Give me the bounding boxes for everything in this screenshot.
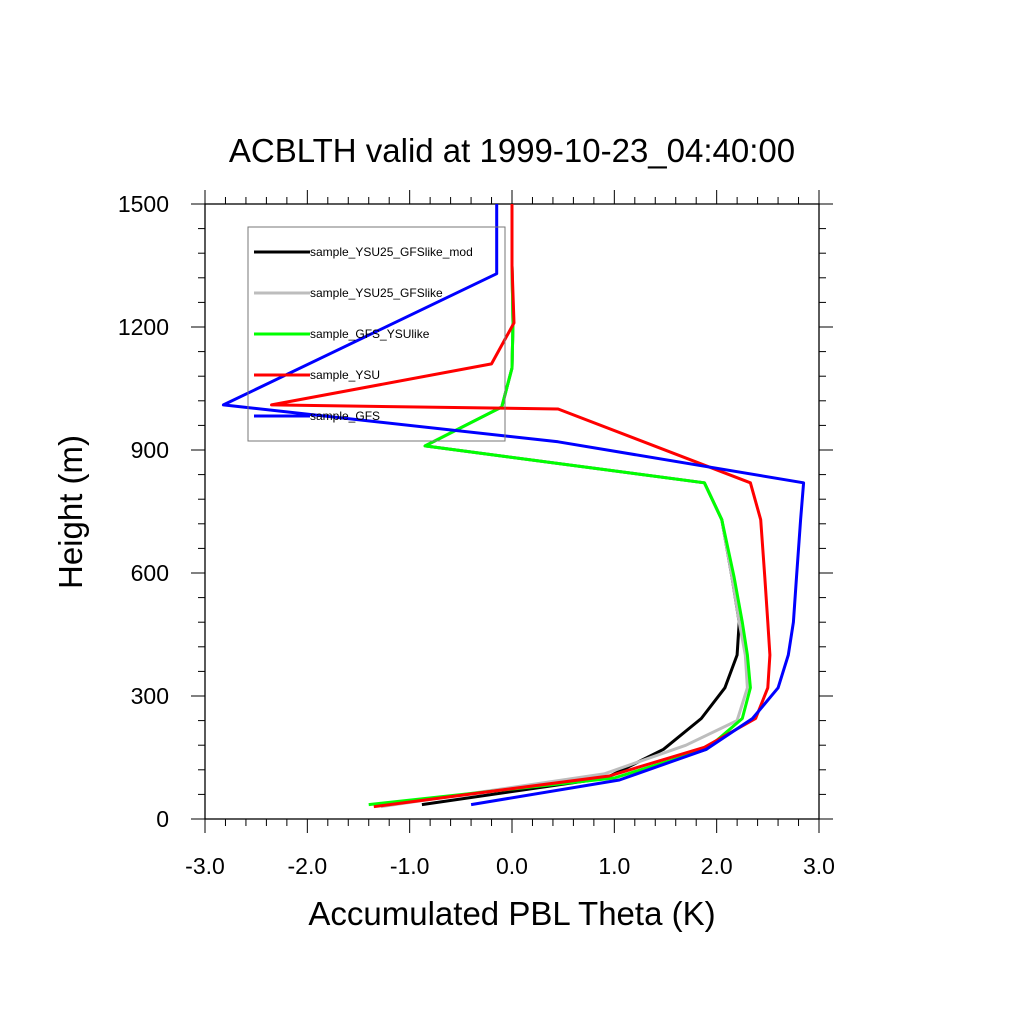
legend-box <box>247 226 506 442</box>
y-tick-label: 600 <box>131 560 169 586</box>
y-axis-label: Height (m) <box>52 435 89 589</box>
x-tick-label: 3.0 <box>803 853 835 879</box>
legend-label: sample_YSU25_GFSlike_mod <box>310 245 473 259</box>
plot-area: -3.0 -2.0 -1.0 0.0 1.0 2.0 3.0 0 300 600 900 1200 15… <box>118 190 835 879</box>
y-tick-label: 300 <box>131 683 169 709</box>
chart-title: ACBLTH valid at 1999-10-23_04:40:00 <box>229 132 795 169</box>
x-tick-label: -1.0 <box>390 853 430 879</box>
y-tick-label: 1200 <box>118 314 169 340</box>
series-line <box>368 204 752 807</box>
legend-label: sample_GFS <box>310 409 380 423</box>
legend-label: sample_YSU <box>310 368 380 382</box>
x-tick-label: -2.0 <box>288 853 328 879</box>
x-tick-label: 2.0 <box>701 853 733 879</box>
legend-label: sample_YSU25_GFSlike <box>310 286 443 300</box>
legend-label: sample_GFS_YSUlike <box>310 327 430 341</box>
y-tick-label: 1500 <box>118 191 169 217</box>
y-tick-label: 900 <box>131 437 169 463</box>
series-line <box>221 204 806 807</box>
y-tick-label: 0 <box>156 806 169 832</box>
x-axis-label: Accumulated PBL Theta (K) <box>308 895 715 932</box>
x-tick-label: 1.0 <box>598 853 630 879</box>
x-tick-label: 0.0 <box>496 853 528 879</box>
series-line <box>421 204 741 807</box>
legend: sample_YSU25_GFSlike_mod sample_YSU25_GFS… <box>247 226 506 442</box>
x-tick-label: -3.0 <box>185 853 225 879</box>
